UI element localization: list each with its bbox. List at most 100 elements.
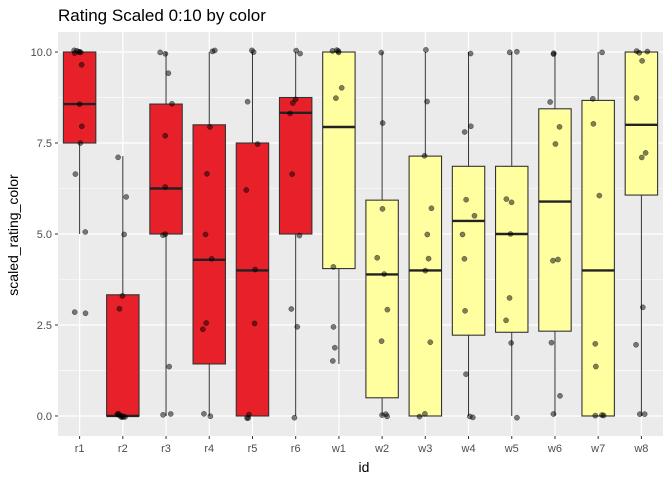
data-point [330,324,337,330]
data-point [374,254,381,261]
data-point [207,413,214,420]
data-point [508,199,515,206]
data-point [421,152,428,159]
data-point [204,170,210,177]
point-layer [71,47,651,421]
data-point [547,99,553,105]
data-point [641,411,648,417]
y-tick-label: 10.0 [31,47,52,59]
data-point [165,70,172,77]
data-point [78,123,85,130]
data-point [331,344,338,351]
x-tick-label: r3 [161,443,171,455]
data-point [416,413,423,420]
data-point [250,49,257,56]
data-point [244,415,250,421]
data-point [291,414,298,421]
data-point [338,84,345,91]
data-point [208,255,215,262]
data-point [596,192,603,199]
data-point [201,410,207,417]
data-point [508,340,515,346]
x-tick-label: w2 [374,443,389,455]
data-point [639,57,645,64]
box-body [322,51,356,270]
data-point [462,307,468,314]
data-point [162,50,169,57]
box-body [408,155,443,417]
data-point [251,320,258,327]
data-point [471,212,478,219]
data-point [592,340,599,347]
data-point [593,363,599,370]
data-point [423,47,429,53]
data-point [514,48,520,55]
y-tick-label: 5.0 [37,229,52,241]
box-w7 [581,52,615,417]
data-point [207,124,213,130]
box-body [581,99,615,417]
data-point [461,129,468,135]
x-axis-title: id [359,459,370,475]
chart-title: Rating Scaled 0:10 by color [58,6,266,25]
box-r3 [149,52,183,416]
data-point [78,61,85,68]
data-point [82,310,89,317]
data-point [379,206,386,212]
data-point [252,266,258,273]
data-point [333,47,340,53]
data-point [77,140,84,146]
x-tick-label: w3 [417,443,432,455]
data-point [514,414,520,421]
y-axis-title: scaled_rating_color [5,174,21,296]
data-point [381,271,388,277]
box-r5 [235,52,270,417]
data-point [463,196,469,203]
data-point [296,232,303,239]
data-point [550,411,557,417]
box-body [106,294,140,417]
data-point [288,306,295,312]
data-point [555,256,561,263]
data-point [384,306,391,313]
box-body [451,165,486,336]
data-point [428,205,435,212]
data-point [202,231,209,238]
data-point [636,411,643,417]
box-body [149,103,183,235]
data-point [378,338,385,344]
data-point [644,48,651,55]
data-point [76,101,83,107]
data-point [71,309,78,315]
data-point [167,411,174,417]
data-point [599,49,605,56]
x-tick-label: w6 [547,443,562,455]
data-point [461,255,468,262]
data-point [422,267,429,274]
box-r2 [106,156,140,418]
data-point [425,255,432,262]
data-point [642,150,649,156]
y-tick-label: 0.0 [37,411,52,423]
x-tick-label: w7 [590,443,605,455]
x-tick-label: w1 [331,443,346,455]
x-tick-label: r2 [118,443,128,455]
data-point [244,98,251,105]
x-tick-label: w5 [504,443,519,455]
data-point [82,229,89,235]
data-point [459,231,466,238]
data-point [287,110,293,117]
y-tick-label: 2.5 [37,320,52,332]
data-point [552,141,559,147]
data-point [378,49,385,56]
data-point [200,326,206,333]
data-point [115,154,121,161]
data-point [507,231,514,237]
data-point [638,154,645,161]
box-w4 [451,52,486,416]
data-point [382,411,389,418]
data-point [162,184,169,190]
data-point [424,231,431,238]
box-body [192,124,227,365]
